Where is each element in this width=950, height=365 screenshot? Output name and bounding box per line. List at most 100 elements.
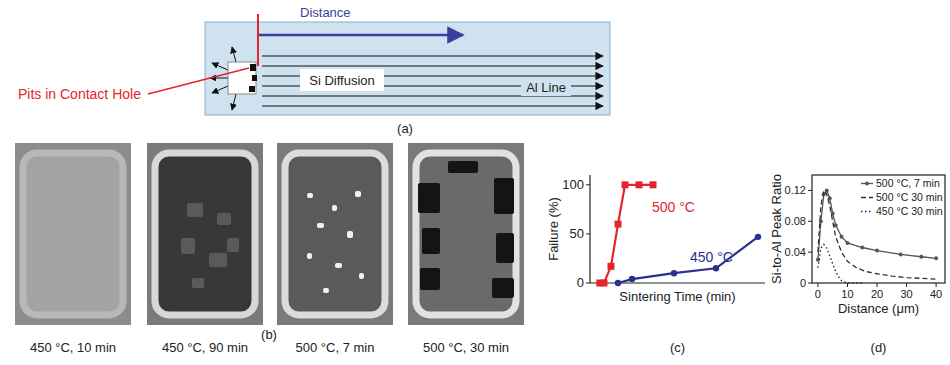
caption: 450 °C, 10 min (30, 340, 116, 355)
series-label: 450 °C (690, 249, 733, 265)
data-point (828, 255, 831, 258)
diffusion-arrow (262, 55, 603, 56)
data-point (615, 280, 621, 286)
pit (494, 178, 514, 214)
legend-label: 500 °C, 7 min (876, 177, 940, 189)
data-point (816, 266, 819, 269)
pit (418, 183, 440, 213)
y-tick (586, 233, 590, 234)
pit (317, 223, 324, 228)
series-label: 500 °C (652, 199, 695, 215)
data-point (846, 260, 849, 263)
series-line (818, 190, 936, 279)
diffusion-arrow (262, 105, 603, 106)
data-point (864, 270, 867, 273)
series-line (618, 237, 758, 283)
pit (187, 203, 203, 217)
pit (355, 191, 361, 197)
data-point (822, 189, 825, 192)
pit (347, 231, 353, 238)
pit (422, 228, 440, 254)
contact-hole (228, 62, 256, 94)
y-tick-label: 0 (800, 277, 806, 289)
series-line (600, 185, 653, 283)
data-point (834, 235, 837, 238)
x-tick-label: 0 (815, 288, 821, 300)
y-tick-label: 50 (570, 226, 584, 241)
x-tick (877, 283, 878, 287)
outward-arrow (232, 94, 236, 110)
y-tick-label: 100 (562, 177, 584, 192)
figure: Distance Si Diffusion Al Line Pits in Conta… (0, 0, 950, 365)
x-tick (847, 283, 848, 287)
caption: 500 °C, 7 min (296, 340, 375, 355)
pit (420, 268, 440, 290)
data-point (650, 181, 657, 188)
data-point (845, 241, 849, 245)
outward-arrow (232, 47, 236, 62)
data-point (816, 251, 819, 254)
pit (250, 64, 256, 71)
data-point (861, 282, 864, 285)
pit (192, 278, 204, 288)
micrograph-background (408, 143, 524, 325)
caption: 450 °C, 90 min (162, 340, 248, 355)
data-point (622, 181, 629, 188)
data-point (831, 262, 834, 265)
pit (496, 233, 514, 263)
data-point (755, 234, 761, 240)
y-axis-title: Failure (%) (546, 197, 561, 261)
y-tick-label: 0.12 (785, 184, 806, 196)
distance-label: Distance (300, 5, 351, 20)
data-point (860, 246, 864, 250)
al-line-label: Al Line (526, 80, 566, 95)
x-tick (936, 283, 937, 287)
data-point (875, 249, 879, 253)
pit (335, 263, 342, 268)
data-point (671, 270, 677, 276)
micrograph-background (15, 143, 131, 325)
micrograph-background (147, 143, 263, 325)
data-point (935, 278, 938, 281)
pit (217, 213, 231, 225)
data-point (840, 235, 844, 239)
distance-arrow (258, 34, 463, 37)
micrograph (408, 143, 524, 325)
data-point (828, 204, 831, 207)
y-tick (586, 283, 590, 284)
data-point (905, 276, 908, 279)
x-tick-label: 10 (841, 288, 853, 300)
contact-outline (23, 153, 123, 315)
legend-label: 500 °C 30 min (876, 191, 943, 203)
data-point (837, 275, 840, 278)
data-point (601, 280, 608, 287)
pit (359, 273, 364, 279)
diffusion-arrow (262, 65, 603, 66)
data-point (825, 247, 828, 250)
data-point (846, 282, 849, 285)
y-tick (808, 252, 812, 253)
contact-outline (155, 153, 255, 315)
plot-frame (812, 175, 945, 283)
x-tick-label: 40 (930, 288, 942, 300)
pit (323, 288, 329, 293)
diffusion-label: Si Diffusion (309, 73, 375, 88)
data-point (934, 256, 938, 260)
data-point (855, 266, 858, 269)
y-tick (808, 190, 812, 191)
data-point (825, 193, 828, 196)
data-point (920, 277, 923, 280)
y-tick (808, 221, 812, 222)
pit (332, 205, 337, 211)
x-tick (817, 283, 818, 287)
contact-outline (416, 153, 516, 315)
data-point (608, 263, 615, 270)
micrograph (147, 143, 263, 325)
series-line (818, 244, 862, 283)
legend-swatch (861, 197, 873, 198)
x-axis-title: Sintering Time (min) (619, 289, 735, 304)
pits-label: Pits in Contact Hole (18, 86, 141, 102)
caption: 500 °C, 30 min (423, 340, 509, 355)
y-tick-label: 0 (577, 275, 584, 290)
label-background (300, 69, 384, 91)
